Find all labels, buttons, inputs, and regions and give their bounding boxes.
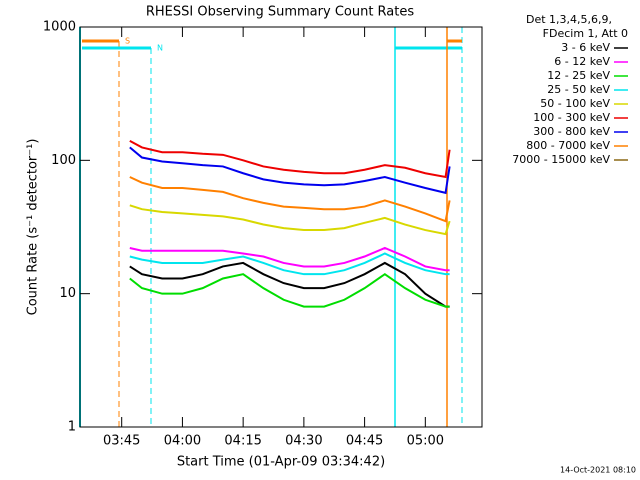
legend-label: 25 - 50 keV xyxy=(547,83,610,96)
legend-header: FDecim 1, Att 0 xyxy=(543,27,628,40)
x-tick-label: 03:45 xyxy=(103,434,140,449)
legend-label: 800 - 7000 keV xyxy=(526,139,610,152)
series-line xyxy=(129,246,450,272)
y-tick-label: 1 xyxy=(68,420,76,435)
series-line xyxy=(129,204,451,236)
y-axis-label: Count Rate (s⁻¹ detector⁻¹) xyxy=(26,139,41,316)
x-tick-label: 04:15 xyxy=(224,434,261,449)
y-tick-label: 1000 xyxy=(43,20,76,35)
annotation: S xyxy=(125,37,130,46)
plot-frame xyxy=(79,26,483,428)
legend-label: 3 - 6 keV xyxy=(561,41,610,54)
legend-label: 100 - 300 keV xyxy=(533,111,610,124)
x-tick-label: 04:00 xyxy=(164,434,201,449)
x-axis-label: Start Time (01-Apr-09 03:34:42) xyxy=(177,455,385,470)
series-line xyxy=(129,261,450,308)
legend-label: 7000 - 15000 keV xyxy=(512,153,610,166)
series-line xyxy=(129,252,450,276)
y-tick-label: 100 xyxy=(51,153,76,168)
legend-label: 6 - 12 keV xyxy=(554,55,610,68)
legend-label: 300 - 800 keV xyxy=(533,125,610,138)
x-tick-label: 04:45 xyxy=(346,434,383,449)
y-tick-label: 10 xyxy=(59,286,76,301)
legend-label: 12 - 25 keV xyxy=(547,69,610,82)
x-tick-label: 05:00 xyxy=(407,434,444,449)
series-line xyxy=(129,272,450,308)
legend-header: Det 1,3,4,5,6,9, xyxy=(526,13,612,26)
legend-label: 50 - 100 keV xyxy=(540,97,610,110)
chart-title: RHESSI Observing Summary Count Rates xyxy=(146,5,415,20)
footer: 14-Oct-2021 08:10 xyxy=(560,466,636,475)
annotation: N xyxy=(157,44,163,53)
series-line xyxy=(129,176,451,223)
markers xyxy=(79,27,463,427)
series-line xyxy=(129,146,451,195)
x-tick-label: 04:30 xyxy=(285,434,322,449)
series-line xyxy=(129,139,451,179)
